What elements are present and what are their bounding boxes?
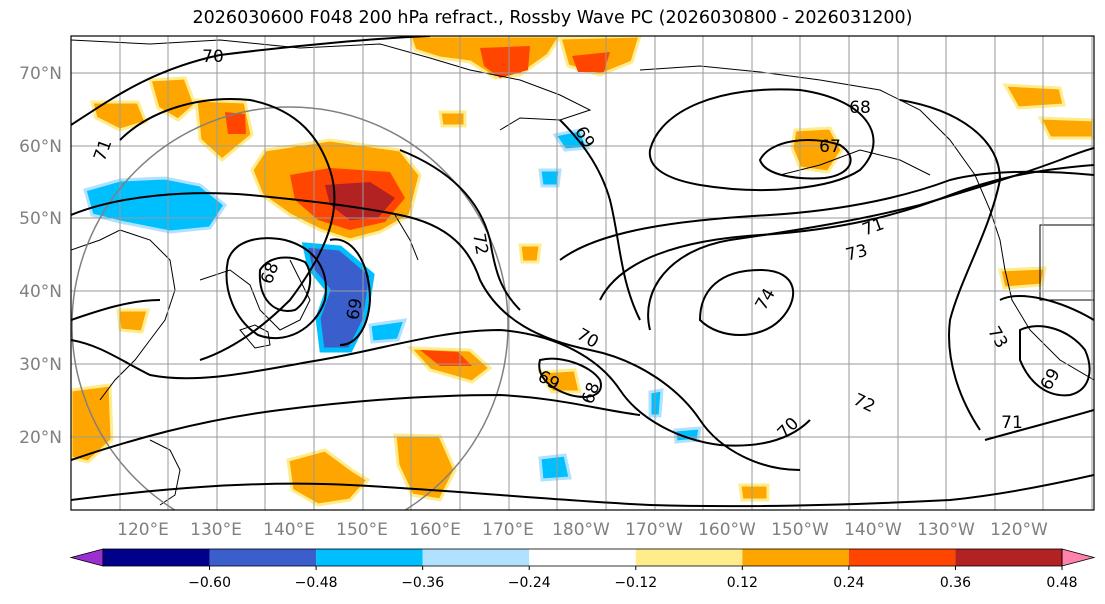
colorbar-tick-label: 0.36 <box>940 575 971 591</box>
colorbar-tick-label: −0.12 <box>614 575 657 591</box>
contour-label-12: 70 <box>573 325 602 353</box>
lat-label: 40°N <box>19 282 62 302</box>
colorbar-tick-label: 0.12 <box>727 575 758 591</box>
contours <box>71 36 1094 508</box>
lat-label: 30°N <box>19 355 62 375</box>
contour-label-1: 70 <box>202 47 224 67</box>
colorbar-segment <box>742 549 849 566</box>
lon-label: 130°W <box>917 520 975 540</box>
lat-label: 70°N <box>19 64 62 84</box>
lon-label: 180°W <box>552 520 610 540</box>
colorbar-tick-label: −0.48 <box>295 575 338 591</box>
contour-label-4: 69 <box>343 297 366 322</box>
lon-label: 140°E <box>263 520 315 540</box>
wave-packet-circle <box>71 106 509 510</box>
contour-label-17: 73 <box>983 323 1011 352</box>
lon-label: 150°E <box>336 520 388 540</box>
lat-label: 20°N <box>19 428 62 448</box>
colorbar-segment <box>635 549 743 566</box>
lon-label: 150°W <box>771 520 829 540</box>
lon-label: 170°E <box>482 520 534 540</box>
colorbar-extend-high <box>1061 548 1096 567</box>
colorbar-tick-label: 0.24 <box>833 575 864 591</box>
lon-label: 160°W <box>698 520 756 540</box>
contour-label-6: 68 <box>849 98 871 118</box>
contour-label-2: 71 <box>90 137 116 164</box>
lon-label: 170°W <box>625 520 683 540</box>
lon-label: 120°E <box>117 520 169 540</box>
lon-label: 130°E <box>190 520 242 540</box>
lat-label: 50°N <box>19 209 62 229</box>
contour-label-19: 71 <box>1001 413 1023 433</box>
colorbar-frame <box>102 548 1063 567</box>
colorbar-tick-label: 0.48 <box>1046 575 1077 591</box>
colorbar-segment <box>848 549 956 566</box>
map-title: 2026030600 F048 200 hPa refract., Rossby… <box>192 8 913 28</box>
colorbar: −0.60 −0.48 −0.36 −0.24 −0.12 0.12 0.24 0.36 0.4… <box>69 548 1096 591</box>
colorbar-segment <box>955 549 1062 566</box>
map-frame <box>70 35 1095 511</box>
colorbar-segment <box>422 549 530 566</box>
colorbar-segment <box>529 549 636 566</box>
contour-label-8: 67 <box>819 137 841 157</box>
lon-label: 160°E <box>409 520 461 540</box>
colorbar-segment <box>316 549 423 566</box>
colorbar-segment <box>209 549 317 566</box>
colorbar-tick-label: −0.36 <box>401 575 444 591</box>
colorbar-tick-label: −0.24 <box>508 575 551 591</box>
colorbar-segment <box>103 549 210 566</box>
latitude-labels: 70°N 60°N 50°N 40°N 30°N 20°N <box>19 64 62 448</box>
colorbar-extend-low <box>69 548 104 567</box>
longitude-labels: 120°E 130°E 140°E 150°E 160°E 170°E 180°… <box>117 520 1048 540</box>
contour-label-10: 73 <box>844 241 870 266</box>
contour-label-11: 74 <box>752 285 780 314</box>
contour-label-15: 72 <box>850 390 878 417</box>
lat-label: 60°N <box>19 137 62 157</box>
contour-label-3: 72 <box>468 232 491 257</box>
lon-label: 120°W <box>990 520 1048 540</box>
contour-label-18: 69 <box>1037 365 1065 394</box>
lon-label: 140°W <box>844 520 902 540</box>
colorbar-tick-label: −0.60 <box>188 575 231 591</box>
shaded-fields <box>71 36 1094 507</box>
